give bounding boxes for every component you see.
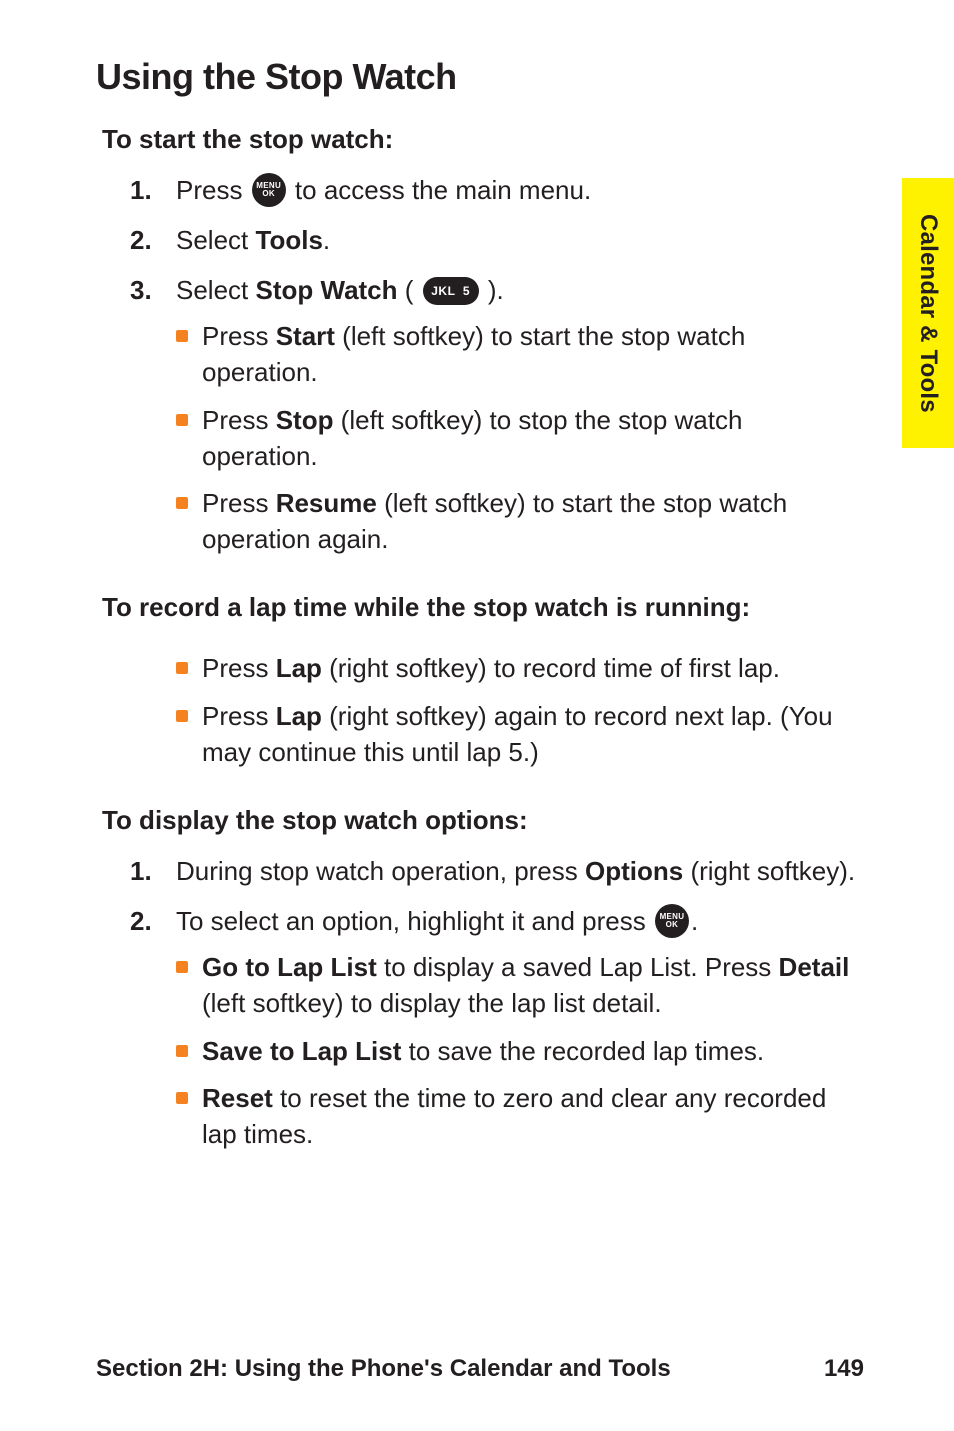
step-number: 3. bbox=[130, 273, 176, 308]
sub-item: Press Stop (left softkey) to stop the st… bbox=[176, 403, 864, 475]
step-list: Press Lap (right softkey) to record time… bbox=[130, 641, 864, 783]
step-number: 2. bbox=[130, 904, 176, 939]
sub-text: Reset to reset the time to zero and clea… bbox=[202, 1081, 864, 1153]
step-number: 1. bbox=[130, 173, 176, 208]
sub-text: Press Lap (right softkey) to record time… bbox=[202, 651, 864, 687]
menu-ok-icon: MENUOK bbox=[252, 173, 286, 207]
jkl5-key-icon: JKL 5 bbox=[423, 277, 479, 305]
sub-item: Press Lap (right softkey) again to recor… bbox=[176, 699, 864, 771]
menu-ok-icon: MENUOK bbox=[655, 904, 689, 938]
section-lead: To display the stop watch options: bbox=[102, 805, 864, 836]
step-body: Press MENUOK to access the main menu. bbox=[176, 173, 864, 209]
step-body: Select Tools. bbox=[176, 223, 864, 259]
sub-text: Press Resume (left softkey) to start the… bbox=[202, 486, 864, 558]
sub-text: Press Lap (right softkey) again to recor… bbox=[202, 699, 864, 771]
sub-text: Press Stop (left softkey) to stop the st… bbox=[202, 403, 864, 475]
sub-list: Press Lap (right softkey) to record time… bbox=[176, 651, 864, 771]
sub-text: Go to Lap List to display a saved Lap Li… bbox=[202, 950, 864, 1022]
step-number: 1. bbox=[130, 854, 176, 889]
step-body: To select an option, highlight it and pr… bbox=[176, 904, 864, 1166]
sub-item: Save to Lap List to save the recorded la… bbox=[176, 1034, 864, 1070]
sub-item: Press Resume (left softkey) to start the… bbox=[176, 486, 864, 558]
sub-item: Go to Lap List to display a saved Lap Li… bbox=[176, 950, 864, 1022]
section-tab-label: Calendar & Tools bbox=[914, 214, 942, 413]
sub-list: Press Start (left softkey) to start the … bbox=[176, 319, 864, 558]
bullet-icon bbox=[176, 497, 188, 509]
sub-text: Press Start (left softkey) to start the … bbox=[202, 319, 864, 391]
bullet-icon bbox=[176, 330, 188, 342]
step-number: 2. bbox=[130, 223, 176, 258]
step-list: 1.During stop watch operation, press Opt… bbox=[130, 854, 864, 1165]
sub-text: Save to Lap List to save the recorded la… bbox=[202, 1034, 864, 1070]
sub-item: Press Start (left softkey) to start the … bbox=[176, 319, 864, 391]
sub-list: Go to Lap List to display a saved Lap Li… bbox=[176, 950, 864, 1153]
page-title: Using the Stop Watch bbox=[96, 56, 864, 98]
section-lead: To start the stop watch: bbox=[102, 124, 864, 155]
section-tab: Calendar & Tools bbox=[902, 178, 954, 448]
bullet-icon bbox=[176, 710, 188, 722]
step-item: 3.Select Stop Watch ( JKL 5 ).Press Star… bbox=[130, 273, 864, 570]
sub-item: Reset to reset the time to zero and clea… bbox=[176, 1081, 864, 1153]
bullet-icon bbox=[176, 1092, 188, 1104]
step-item: 2.To select an option, highlight it and … bbox=[130, 904, 864, 1166]
page: Using the Stop Watch To start the stop w… bbox=[0, 0, 954, 1431]
step-list: 1.Press MENUOK to access the main menu.2… bbox=[130, 173, 864, 570]
footer-section: Section 2H: Using the Phone's Calendar a… bbox=[96, 1355, 671, 1383]
step-item: Press Lap (right softkey) to record time… bbox=[130, 641, 864, 783]
footer-page-number: 149 bbox=[824, 1355, 864, 1383]
step-item: 1.During stop watch operation, press Opt… bbox=[130, 854, 864, 890]
bullet-icon bbox=[176, 414, 188, 426]
bullet-icon bbox=[176, 961, 188, 973]
bullet-icon bbox=[176, 662, 188, 674]
section-lead: To record a lap time while the stop watc… bbox=[102, 592, 864, 623]
content-region: To start the stop watch:1.Press MENUOK t… bbox=[96, 124, 864, 1165]
page-footer: Section 2H: Using the Phone's Calendar a… bbox=[96, 1355, 864, 1383]
sub-item: Press Lap (right softkey) to record time… bbox=[176, 651, 864, 687]
step-item: 2.Select Tools. bbox=[130, 223, 864, 259]
step-body: During stop watch operation, press Optio… bbox=[176, 854, 864, 890]
step-item: 1.Press MENUOK to access the main menu. bbox=[130, 173, 864, 209]
bullet-icon bbox=[176, 1045, 188, 1057]
step-body: Select Stop Watch ( JKL 5 ).Press Start … bbox=[176, 273, 864, 570]
step-body: Press Lap (right softkey) to record time… bbox=[176, 641, 864, 783]
